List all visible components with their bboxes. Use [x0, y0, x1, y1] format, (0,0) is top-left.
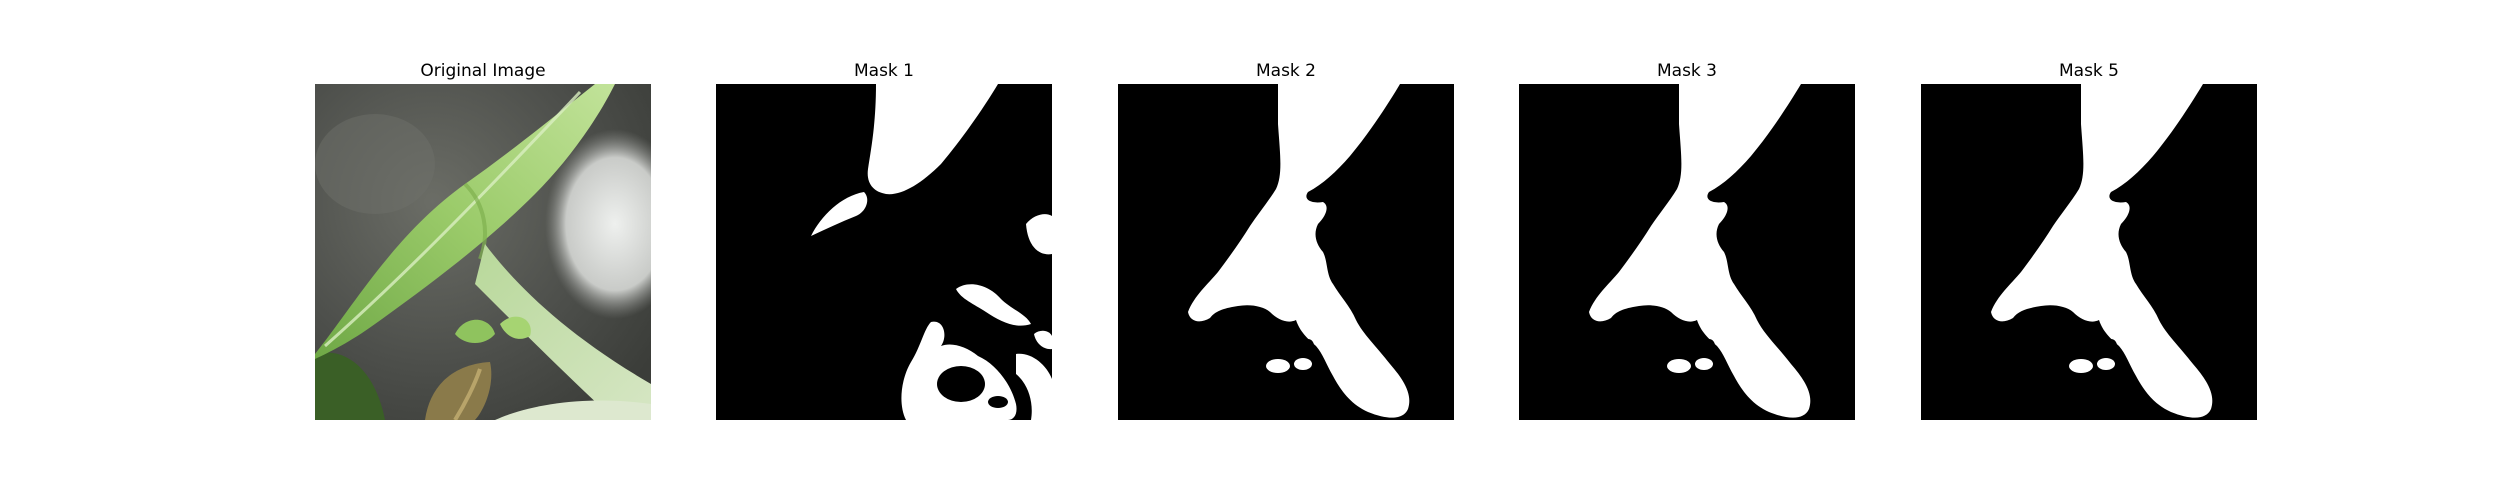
panel-title: Mask 5	[2058, 61, 2119, 81]
panel-title: Mask 2	[1255, 61, 1316, 81]
photo-stem	[475, 244, 651, 420]
photo-leaf-main	[315, 84, 615, 359]
photo-leaf-dark	[315, 352, 385, 420]
mask-1-image	[716, 84, 1052, 420]
photo-bud	[425, 362, 492, 420]
mask-2-image	[1118, 84, 1454, 420]
panel-title: Original Image	[420, 61, 546, 81]
mask-5-image	[1921, 84, 2257, 420]
panel-title: Mask 1	[853, 61, 914, 81]
panel-title: Mask 3	[1656, 61, 1717, 81]
photo-blur-highlight	[545, 129, 651, 319]
original-photo	[315, 84, 651, 420]
mask-3-image	[1519, 84, 1855, 420]
